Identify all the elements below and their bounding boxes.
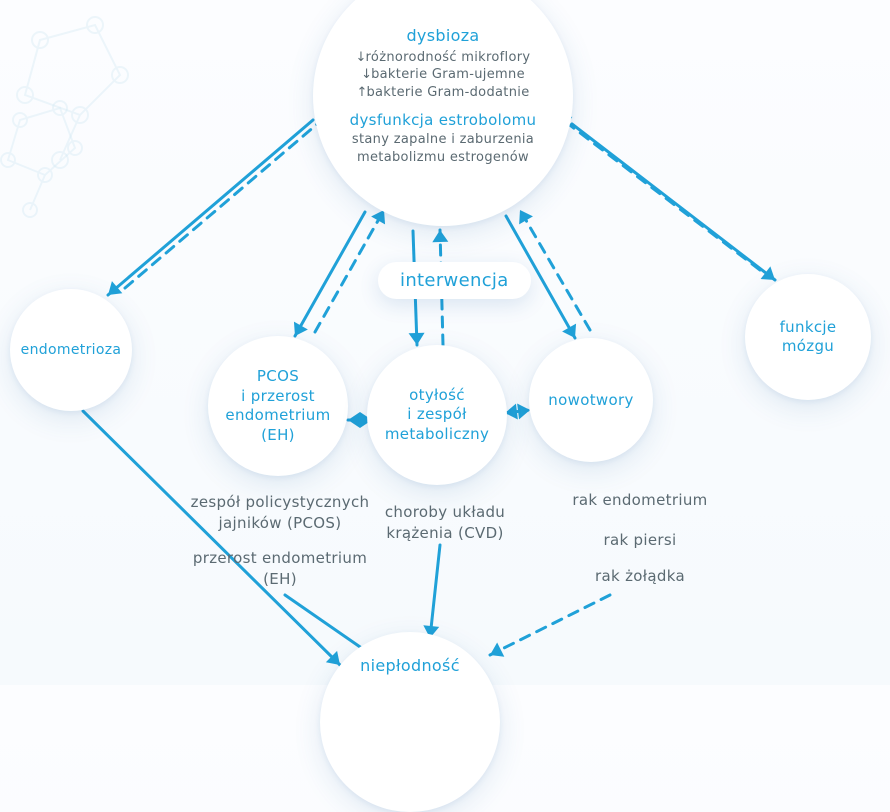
node-brain: funkcje mózgu <box>745 274 871 400</box>
node-infertility: niepłodność <box>320 632 500 812</box>
node-pcos: PCOS i przerost endometrium (EH) <box>208 336 348 476</box>
node-endometrioza: endometrioza <box>10 289 132 411</box>
caption-tumors-3: rak żołądka <box>555 566 725 587</box>
dysbioza-bullets: ↓różnorodność mikroflory ↓bakterie Gram-… <box>338 49 548 102</box>
caption-pcos-1: zespół policystycznych jajników (PCOS) <box>180 492 380 534</box>
estrobolom-sub: stany zapalne i zaburzenia metabolizmu e… <box>338 131 548 166</box>
intervention-pill: interwencja <box>378 262 531 299</box>
node-obesity: otyłość i zespół metaboliczny <box>367 345 507 485</box>
caption-tumors-1: rak endometrium <box>555 490 725 511</box>
caption-tumors-2: rak piersi <box>555 530 725 551</box>
caption-pcos-2: przerost endometrium (EH) <box>180 548 380 590</box>
node-tumors: nowotwory <box>529 338 653 462</box>
caption-obesity: choroby układu krążenia (CVD) <box>360 502 530 544</box>
estrobolom-title: dysfunkcja estrobolomu <box>338 111 548 129</box>
dysbioza-title: dysbioza <box>338 26 548 45</box>
